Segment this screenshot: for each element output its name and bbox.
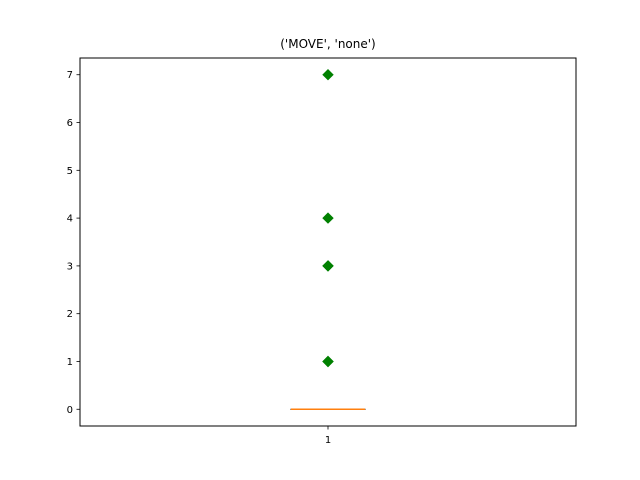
outlier-point: [322, 212, 334, 224]
outlier-point: [322, 69, 334, 81]
plot-frame: [79, 57, 577, 427]
y-tick-label: 4: [67, 214, 73, 225]
outlier-point: [322, 260, 334, 272]
x-tick-label: 1: [325, 435, 331, 446]
y-tick-label: 0: [67, 405, 73, 416]
y-tick-label: 2: [67, 309, 73, 320]
y-tick-label: 3: [67, 261, 73, 272]
y-tick-label: 5: [67, 166, 73, 177]
plot-area: 0 1 2 3 4 5 6 7 1: [67, 69, 366, 446]
y-tick-label: 1: [67, 357, 73, 368]
chart-title: ('MOVE', 'none'): [280, 37, 376, 51]
y-tick-label: 6: [67, 118, 73, 129]
y-tick-label: 7: [67, 70, 73, 81]
outlier-point: [322, 355, 334, 368]
